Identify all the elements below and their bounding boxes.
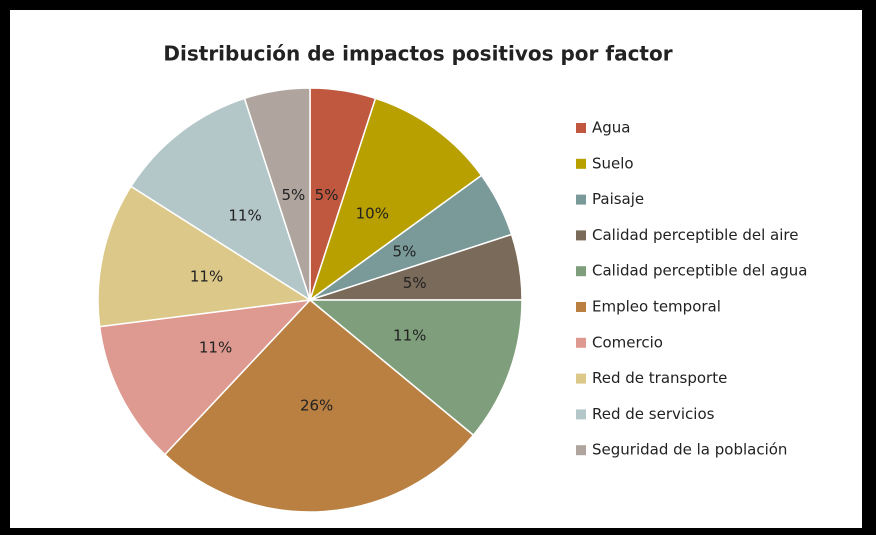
data-label: 5% <box>315 186 339 204</box>
data-label: 11% <box>199 339 232 357</box>
data-label: 5% <box>403 274 427 292</box>
pie-slice <box>243 87 311 301</box>
legend-swatch <box>576 337 586 348</box>
pie-slice <box>97 185 313 328</box>
pie-slice <box>163 298 475 513</box>
legend-label: Suelo <box>592 154 634 172</box>
legend-swatch <box>576 373 586 384</box>
pie-slice <box>308 97 483 302</box>
legend-label: Seguridad de la población <box>592 441 787 459</box>
data-label: 26% <box>300 396 333 414</box>
legend-swatch <box>576 445 586 456</box>
legend-label: Red de servicios <box>592 405 715 423</box>
legend-swatch <box>576 409 586 420</box>
legend-swatch <box>576 123 586 133</box>
data-label: 11% <box>393 326 426 344</box>
legend-label: Comercio <box>592 333 663 351</box>
data-label: 11% <box>190 267 223 285</box>
legend-label: Empleo temporal <box>592 298 721 316</box>
legend-label: Paisaje <box>592 190 644 208</box>
legend-swatch <box>576 302 586 312</box>
pie-slice <box>129 97 312 302</box>
legend-swatch <box>576 194 586 205</box>
chart-title: Distribución de impactos positivos por f… <box>163 42 672 66</box>
legend-label: Calidad perceptible del agua <box>592 262 807 280</box>
pie-slice <box>307 299 523 437</box>
legend-label: Red de transporte <box>592 369 727 387</box>
legend-swatch <box>576 230 586 241</box>
data-label: 5% <box>393 242 417 260</box>
data-label: 11% <box>228 207 261 225</box>
data-label: 5% <box>282 186 306 204</box>
data-label: 10% <box>356 205 389 223</box>
legend-label: Calidad perceptible del aire <box>592 226 798 244</box>
legend-swatch <box>576 266 586 277</box>
pie-slice <box>98 298 312 456</box>
legend-label: Agua <box>592 119 630 137</box>
legend-swatch <box>576 158 586 169</box>
